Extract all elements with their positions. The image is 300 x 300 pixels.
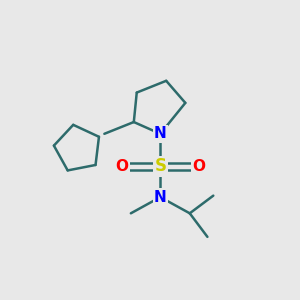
Text: O: O [116, 159, 128, 174]
Text: N: N [154, 190, 167, 205]
Text: N: N [154, 126, 167, 141]
Text: S: S [154, 157, 166, 175]
Text: O: O [192, 159, 205, 174]
